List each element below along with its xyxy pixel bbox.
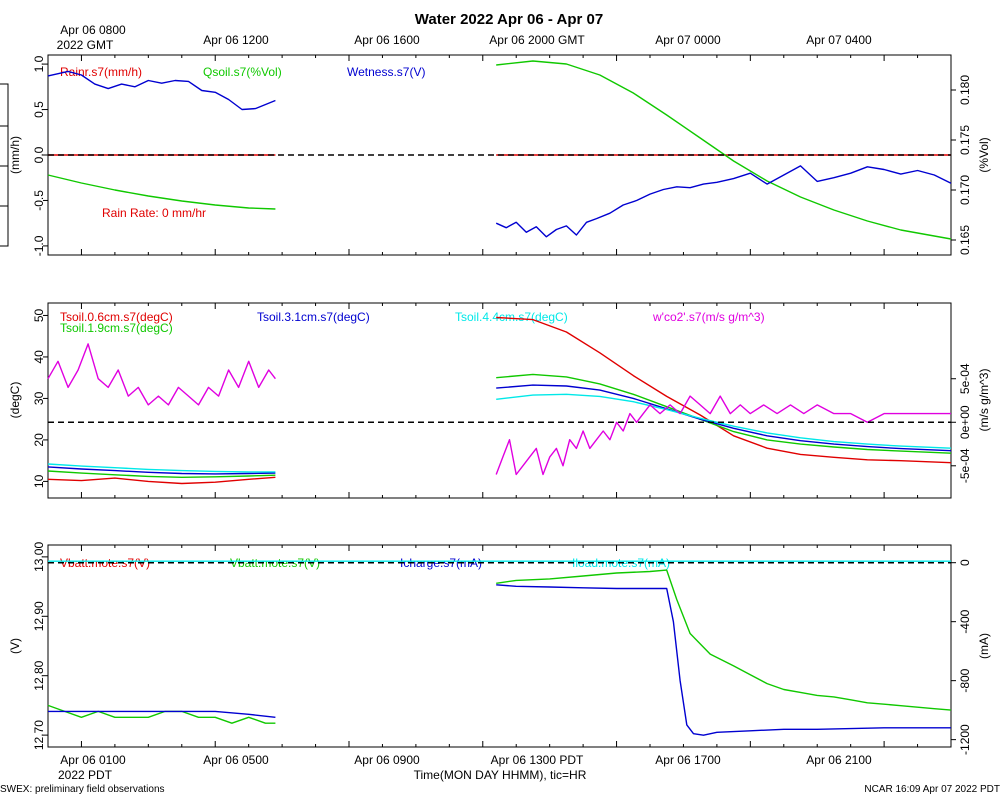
bottom-time-label: Apr 06 1300 PDT (491, 753, 584, 767)
left-y-tick-label: 0.5 (32, 101, 46, 118)
right-y-tick-label: 0.170 (958, 175, 972, 205)
series-line-tsoil-0-6cm-s7-degc (496, 316, 952, 464)
series-line-vbatt-mote-s7-v (48, 710, 276, 718)
series-line-qsoil-s7-vol (47, 174, 276, 210)
bottom-time-label: Apr 06 0900 (354, 753, 420, 767)
left-y-tick-label: 20 (32, 433, 46, 447)
series-line-icharge-s7-ma (496, 569, 952, 711)
bottom-time-axis: Apr 06 0100 Apr 06 0500 Apr 06 0900 Apr … (58, 753, 872, 782)
footer-right: NCAR 16:09 Apr 07 2022 PDT (864, 784, 1000, 795)
legend-top: Rainr.s7(mm/h) Qsoil.s7(%Vol) Wetness.s7… (60, 65, 425, 220)
right-y-tick-label: -5e-04 (958, 448, 972, 483)
legend-wco2: w'co2'.s7(m/s g/m^3) (652, 310, 765, 324)
right-y-tick-label: -800 (958, 668, 972, 692)
series-line-tsoil-3-1cm-s7-degc (47, 466, 276, 475)
top-year-label: 2022 GMT (57, 38, 114, 52)
left-y-tick-label: 40 (32, 350, 46, 364)
left-y-tick-label: 1.0 (32, 55, 46, 72)
top-time-label: Apr 06 2000 GMT (489, 33, 585, 47)
left-edge-brackets (0, 83, 9, 247)
top-left-axis-label: (mm/h) (8, 136, 22, 174)
top-time-label: Apr 07 0000 (655, 33, 721, 47)
right-y-tick-label: 0.180 (958, 75, 972, 105)
bottom-time-label: Apr 06 0100 (60, 753, 126, 767)
bottom-year-label: 2022 PDT (58, 768, 113, 782)
left-y-tick-label: 12.70 (32, 720, 46, 750)
right-y-tick-label: -400 (958, 609, 972, 633)
series-line-w-co2-s7-m-s-g-m-3 (495, 395, 951, 476)
series-line-icharge-s7-ma (496, 584, 951, 736)
right-y-tick-label: 0.165 (958, 225, 972, 255)
legend-qsoil: Qsoil.s7(%Vol) (203, 65, 282, 79)
left-y-tick-label: 12.80 (32, 660, 46, 690)
top-time-label: Apr 07 0400 (806, 33, 872, 47)
series-line-tsoil-3-1cm-s7-degc (496, 384, 952, 452)
bottom-time-label: Apr 06 2100 (806, 753, 872, 767)
chart-title: Water 2022 Apr 06 - Apr 07 (415, 11, 603, 28)
left-y-tick-label: 0.0 (32, 146, 46, 163)
series-line-tsoil-1-9cm-s7-degc (496, 373, 952, 454)
footer-left: SWEX: preliminary field observations (0, 784, 165, 795)
middle-left-axis-label: (degC) (8, 382, 22, 419)
top-time-axis: Apr 06 0800 Apr 06 1200 Apr 06 1600 Apr … (57, 23, 872, 52)
chart-marks: -1.0 -0.5 0.0 0.5 1.0 0.165 0.170 0.175 0.180 10 2… (32, 55, 972, 755)
right-y-tick-label: 5e-04 (958, 363, 972, 394)
left-y-tick-label: 10 (32, 474, 46, 488)
legend-rainr: Rainr.s7(mm/h) (60, 65, 142, 79)
left-y-tick-label: 12.90 (32, 601, 46, 631)
right-y-tick-label: -1200 (958, 724, 972, 755)
series-line-qsoil-s7-vol (496, 60, 952, 240)
bottom-left-axis-label: (V) (8, 638, 22, 654)
right-y-tick-label: 0.175 (958, 125, 972, 155)
top-right-axis-label: (%Vol) (977, 137, 991, 172)
legend-tsoil-3-1: Tsoil.3.1cm.s7(degC) (257, 310, 370, 324)
right-y-tick-label: 0 (958, 559, 972, 566)
legend-tsoil-4-4: Tsoil.4.4cm.s7(degC) (455, 310, 568, 324)
left-y-tick-label: 50 (32, 308, 46, 322)
bottom-time-label: Apr 06 1700 (655, 753, 721, 767)
left-y-tick-label: 13.00 (32, 542, 46, 572)
series-line-tsoil-1-9cm-s7-degc (47, 470, 276, 478)
legend-vbatt-green: Vbatt.mote.s7(V) (230, 556, 320, 570)
bottom-time-label: Apr 06 0500 (203, 753, 269, 767)
legend-wetness: Wetness.s7(V) (347, 65, 425, 79)
series-line-w-co2-s7-m-s-g-m-3 (47, 343, 276, 406)
bottom-right-axis-label: (mA) (977, 633, 991, 659)
legend-middle: Tsoil.0.6cm.s7(degC) Tsoil.1.9cm.s7(degC… (60, 310, 765, 335)
top-time-label: Apr 06 1200 (203, 33, 269, 47)
series-line-wetness-s7-v (47, 70, 276, 111)
right-y-tick-label: 0e+00 (958, 405, 972, 439)
legend-tsoil-1-9: Tsoil.1.9cm.s7(degC) (60, 321, 173, 335)
top-time-label: Apr 06 0800 (60, 23, 126, 37)
middle-right-axis-label: (m/s g/m^3) (977, 369, 991, 432)
legend-vbatt-red: Vbatt.mote.s7(V) (60, 556, 150, 570)
left-y-tick-label: 30 (32, 391, 46, 405)
left-y-tick-label: -1.0 (32, 235, 46, 256)
panel-middle-frame (47, 302, 952, 499)
left-y-tick-label: -0.5 (32, 190, 46, 211)
series-line-tsoil-4-4cm-s7-degc (496, 393, 952, 449)
x-axis-label: Time(MON DAY HHMM), tic=HR (414, 768, 587, 782)
series-line-tsoil-0-6cm-s7-degc (47, 476, 276, 485)
panel-bottom-frame (47, 544, 952, 748)
series-line-tsoil-4-4cm-s7-degc (47, 463, 276, 473)
top-time-label: Apr 06 1600 (354, 33, 420, 47)
rain-rate-annotation: Rain Rate: 0 mm/hr (102, 206, 206, 220)
legend-tsoil-0-6: Tsoil.0.6cm.s7(degC) (60, 310, 173, 324)
series-line-wetness-s7-v (495, 165, 952, 238)
